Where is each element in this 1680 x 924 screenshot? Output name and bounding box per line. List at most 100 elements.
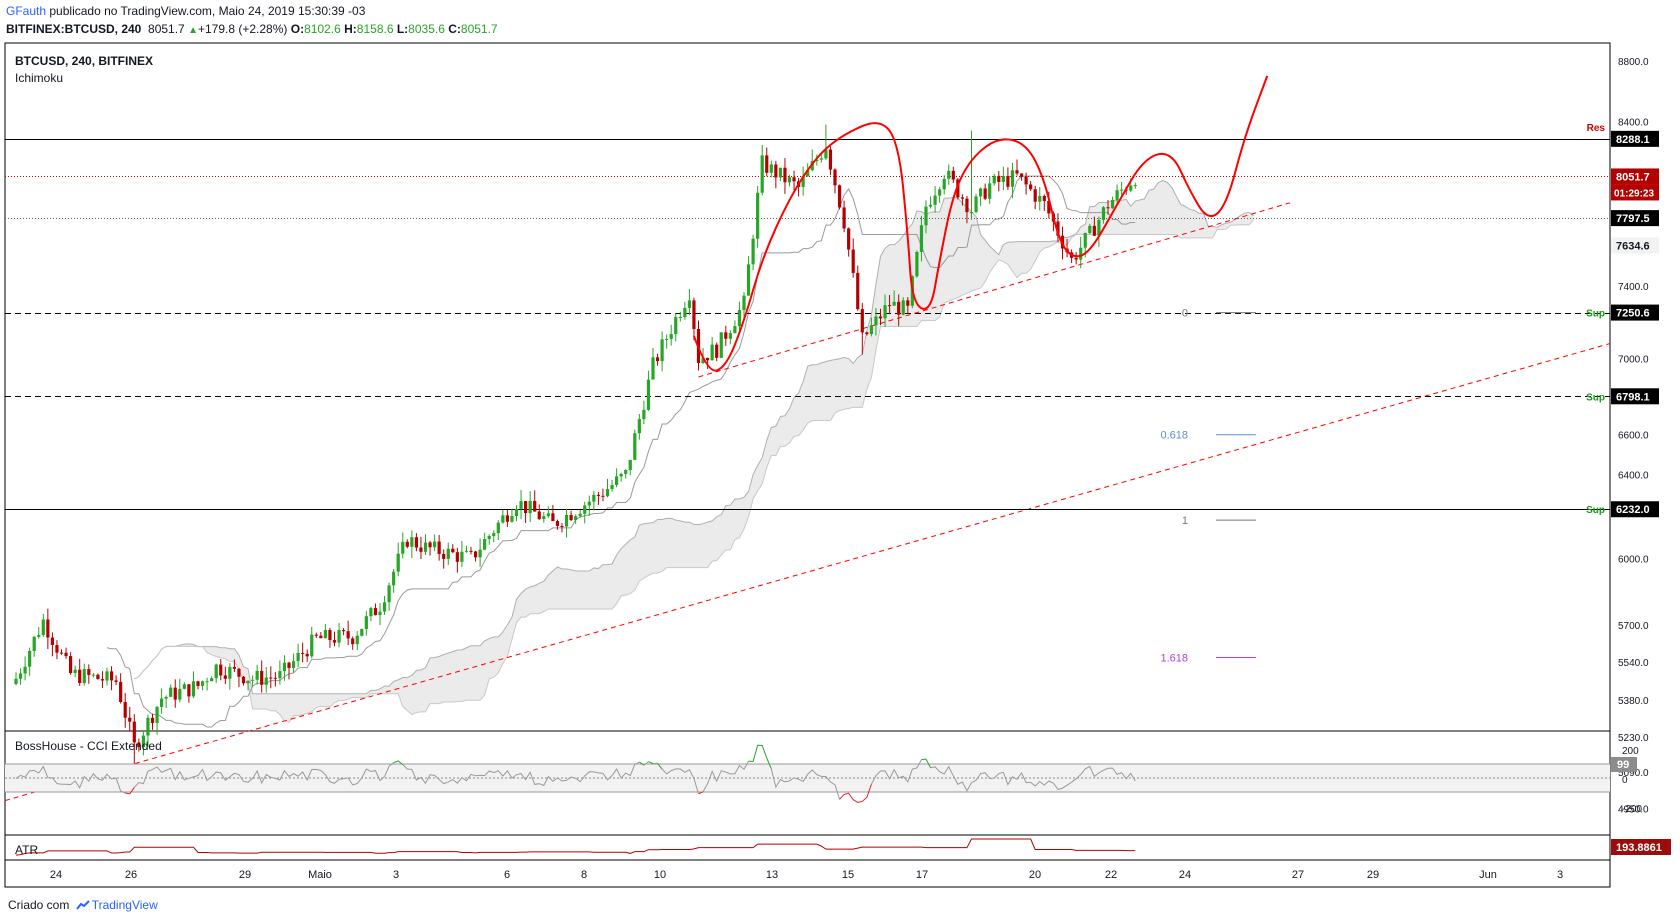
candle-body — [528, 500, 532, 514]
badge-res — [1611, 130, 1659, 147]
time-label-10: 17 — [916, 869, 928, 881]
candle-body — [28, 650, 32, 667]
level-labels: Res Sup Sup Sup — [1586, 123, 1605, 516]
candle-body — [928, 204, 933, 207]
candle-body — [1101, 207, 1106, 220]
candle-body — [205, 681, 209, 683]
candle-body — [869, 325, 873, 335]
candle-body — [32, 636, 36, 651]
author-link[interactable]: GFauth — [6, 4, 47, 18]
candle-body — [91, 674, 95, 676]
candle-body — [542, 516, 546, 520]
candle-body — [837, 185, 842, 208]
badge-text-cloud: 7634.6 — [1616, 241, 1650, 253]
close-label: C: — [448, 22, 461, 36]
candle-body — [241, 676, 246, 684]
candle-body — [1097, 219, 1101, 236]
candle-body — [847, 228, 851, 250]
candle-body — [974, 196, 978, 213]
level-label-3: Sup — [1586, 505, 1605, 516]
candle-body — [833, 169, 837, 186]
badge-last — [1611, 168, 1659, 185]
candle-body — [824, 149, 828, 159]
candle-body — [828, 149, 833, 170]
candle-body — [842, 207, 846, 229]
candle-body — [897, 301, 901, 315]
badge-text-last: 8051.7 — [1616, 171, 1650, 183]
candle-body — [492, 533, 496, 537]
candle-body — [1110, 199, 1115, 209]
candle-body — [1038, 195, 1042, 202]
candle-body — [392, 571, 396, 586]
candle-body — [351, 638, 355, 645]
chart-title: BTCUSD, 240, BITFINEX — [15, 54, 153, 68]
candle-body — [924, 206, 928, 226]
candle-body — [1047, 200, 1051, 214]
candles — [14, 124, 1137, 786]
time-label-5: 6 — [504, 869, 510, 881]
candle-body — [278, 671, 282, 679]
cci-tick-0: 0 — [1622, 775, 1628, 786]
candle-body — [774, 164, 778, 178]
long-trendline — [4, 343, 1611, 802]
candle-body — [819, 158, 823, 160]
cci-current-badge — [1611, 757, 1637, 772]
cci-segment-5 — [639, 761, 645, 766]
cci-segment-16 — [870, 759, 922, 785]
up-triangle-icon: ▲ — [188, 25, 198, 36]
candle-body — [951, 170, 955, 180]
candle-body — [119, 681, 123, 702]
price-tick-6: 6000.0 — [1618, 555, 1649, 566]
candle-body — [888, 305, 892, 307]
candle-body — [806, 170, 810, 177]
badge-sup3 — [1611, 501, 1659, 518]
candle-body — [633, 433, 637, 460]
candle-body — [382, 602, 387, 612]
tradingview-brand[interactable]: TradingView — [91, 898, 158, 912]
ohlc-line: BITFINEX:BTCUSD, 240 8051.7 ▲+179.8 (+2.… — [6, 22, 498, 36]
candle-body — [123, 701, 127, 718]
candle-body — [637, 419, 641, 434]
candle-body — [1133, 185, 1137, 187]
candle-body — [988, 183, 992, 199]
candle-body — [874, 316, 878, 326]
candle-body — [1006, 175, 1010, 187]
candle-body — [574, 516, 578, 521]
candle-body — [1042, 195, 1046, 201]
level-label-0: Res — [1587, 123, 1606, 134]
candle-body — [737, 310, 742, 327]
candle-body — [23, 666, 27, 674]
candle-body — [1083, 232, 1087, 248]
candle-body — [442, 553, 446, 559]
trendlines — [4, 202, 1611, 802]
candle-body — [164, 696, 168, 699]
candle-body — [455, 552, 459, 562]
candle-body — [687, 300, 691, 308]
candle-body — [223, 675, 227, 679]
candle-body — [146, 717, 150, 736]
candle-body — [765, 155, 769, 173]
candle-body — [78, 669, 82, 684]
candle-body — [965, 198, 969, 213]
fib-label-0: 0 — [1182, 308, 1188, 320]
badge-text-kijun: 7797.5 — [1616, 213, 1650, 225]
candle-body — [724, 332, 728, 339]
high-label: H: — [344, 22, 357, 36]
candle-body — [524, 501, 528, 514]
change-value: +179.8 (+2.28%) — [197, 22, 288, 36]
atr-title: ATR — [15, 843, 38, 857]
candle-body — [200, 681, 205, 686]
candle-body — [1106, 207, 1110, 209]
candle-body — [446, 548, 450, 559]
candle-body — [1001, 175, 1005, 182]
candle-body — [997, 175, 1001, 182]
atr-current-value: 193.8861 — [1616, 842, 1662, 854]
price-axis: 8800.0 8400.0 7400.0 7000.0 6600.0 6400.0 6000… — [1618, 57, 1649, 850]
candle-body — [960, 197, 964, 199]
time-label-15: 29 — [1367, 869, 1379, 881]
candle-body — [619, 473, 623, 477]
candle-body — [114, 680, 118, 682]
candle-body — [50, 637, 54, 646]
candle-body — [364, 616, 368, 630]
